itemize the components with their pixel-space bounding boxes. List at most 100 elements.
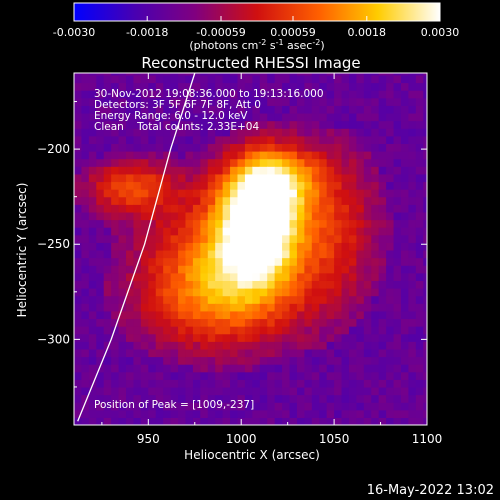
- heatmap-cell: [252, 204, 261, 213]
- heatmap-cell: [393, 356, 402, 365]
- heatmap-cell: [155, 417, 164, 425]
- heatmap-cell: [311, 82, 320, 91]
- heatmap-cell: [88, 204, 97, 213]
- heatmap-cell: [423, 249, 427, 259]
- heatmap-cell: [341, 204, 350, 213]
- heatmap-cell: [319, 409, 328, 418]
- heatmap-cell: [88, 249, 97, 259]
- heatmap-cell: [267, 310, 276, 320]
- heatmap-cell: [170, 151, 179, 160]
- heatmap-cell: [348, 272, 357, 281]
- heatmap-cell: [282, 143, 291, 152]
- heatmap-cell: [252, 272, 261, 281]
- heatmap-cell: [207, 219, 216, 228]
- heatmap-cell: [289, 333, 298, 342]
- heatmap-cell: [140, 257, 149, 266]
- heatmap-cell: [155, 249, 164, 259]
- heatmap-cell: [348, 82, 357, 91]
- heatmap-cell: [74, 97, 83, 106]
- heatmap-cell: [363, 211, 372, 221]
- heatmap-cell: [393, 417, 402, 425]
- heatmap-cell: [118, 333, 127, 342]
- heatmap-cell: [334, 288, 343, 297]
- heatmap-cell: [341, 394, 350, 403]
- heatmap-cell: [400, 326, 410, 335]
- heatmap-cell: [222, 158, 231, 167]
- heatmap-cell: [88, 112, 97, 122]
- heatmap-cell: [103, 402, 112, 411]
- heatmap-cell: [304, 265, 313, 274]
- heatmap-cell: [192, 249, 201, 259]
- heatmap-cell: [378, 204, 387, 213]
- heatmap-cell: [148, 234, 157, 243]
- heatmap-cell: [371, 204, 380, 213]
- heatmap-cell: [192, 356, 201, 365]
- heatmap-cell: [126, 234, 135, 243]
- heatmap-cell: [274, 227, 283, 236]
- heatmap-cell: [244, 249, 253, 259]
- heatmap-cell: [230, 242, 239, 251]
- heatmap-cell: [356, 348, 365, 358]
- heatmap-cell: [326, 105, 335, 114]
- heatmap-cell: [126, 196, 135, 205]
- heatmap-cell: [423, 348, 427, 358]
- heatmap-cell: [259, 128, 268, 137]
- heatmap-cell: [133, 82, 142, 91]
- heatmap-cell: [215, 242, 224, 251]
- heatmap-cell: [96, 272, 105, 281]
- heatmap-cell: [296, 409, 305, 418]
- heatmap-cell: [74, 173, 83, 183]
- heatmap-cell: [252, 151, 261, 160]
- heatmap-cell: [386, 211, 395, 221]
- heatmap-cell: [252, 211, 261, 221]
- heatmap-cell: [237, 310, 246, 320]
- heatmap-cell: [348, 379, 357, 388]
- heatmap-cell: [274, 219, 283, 228]
- heatmap-cell: [207, 249, 216, 259]
- heatmap-cell: [215, 97, 224, 106]
- heatmap-cell: [118, 204, 127, 213]
- heatmap-cell: [423, 371, 427, 380]
- heatmap-cell: [192, 74, 201, 84]
- heatmap-cell: [341, 211, 350, 221]
- heatmap-cell: [252, 265, 261, 274]
- annotation-energy: Energy Range: 6.0 - 12.0 keV: [94, 110, 248, 122]
- heatmap-cell: [140, 82, 149, 91]
- heatmap-cell: [356, 272, 365, 281]
- heatmap-cell: [133, 173, 142, 183]
- heatmap-cell: [192, 333, 201, 342]
- heatmap-cell: [371, 105, 380, 114]
- heatmap-cell: [356, 135, 365, 144]
- heatmap-cell: [371, 371, 380, 380]
- heatmap-cell: [363, 249, 372, 259]
- heatmap-cell: [408, 417, 417, 425]
- heatmap-cell: [400, 196, 410, 205]
- heatmap-cell: [118, 234, 127, 243]
- heatmap-cell: [304, 333, 313, 342]
- heatmap-cell: [192, 272, 201, 281]
- heatmap-cell: [252, 90, 261, 99]
- heatmap-cell: [81, 272, 90, 281]
- heatmap-cell: [163, 288, 172, 297]
- heatmap-cell: [148, 105, 157, 114]
- heatmap-cell: [415, 364, 424, 373]
- heatmap-cell: [274, 173, 283, 183]
- heatmap-cell: [96, 211, 105, 221]
- heatmap-cell: [378, 379, 387, 388]
- heatmap-cell: [282, 181, 291, 190]
- heatmap-cell: [163, 90, 172, 99]
- heatmap-cell: [356, 143, 365, 152]
- heatmap-cell: [386, 295, 395, 304]
- heatmap-cell: [185, 326, 194, 335]
- heatmap-cell: [185, 234, 194, 243]
- heatmap-cell: [378, 394, 387, 403]
- heatmap-cell: [334, 143, 343, 152]
- heatmap-cell: [326, 249, 335, 259]
- heatmap-cell: [111, 173, 120, 183]
- heatmap-cell: [371, 326, 380, 335]
- heatmap-cell: [237, 341, 246, 350]
- peak-position-label: Position of Peak = [1009,-237]: [94, 399, 254, 411]
- heatmap-cell: [267, 143, 276, 152]
- heatmap-cell: [222, 143, 231, 152]
- heatmap-cell: [88, 257, 97, 266]
